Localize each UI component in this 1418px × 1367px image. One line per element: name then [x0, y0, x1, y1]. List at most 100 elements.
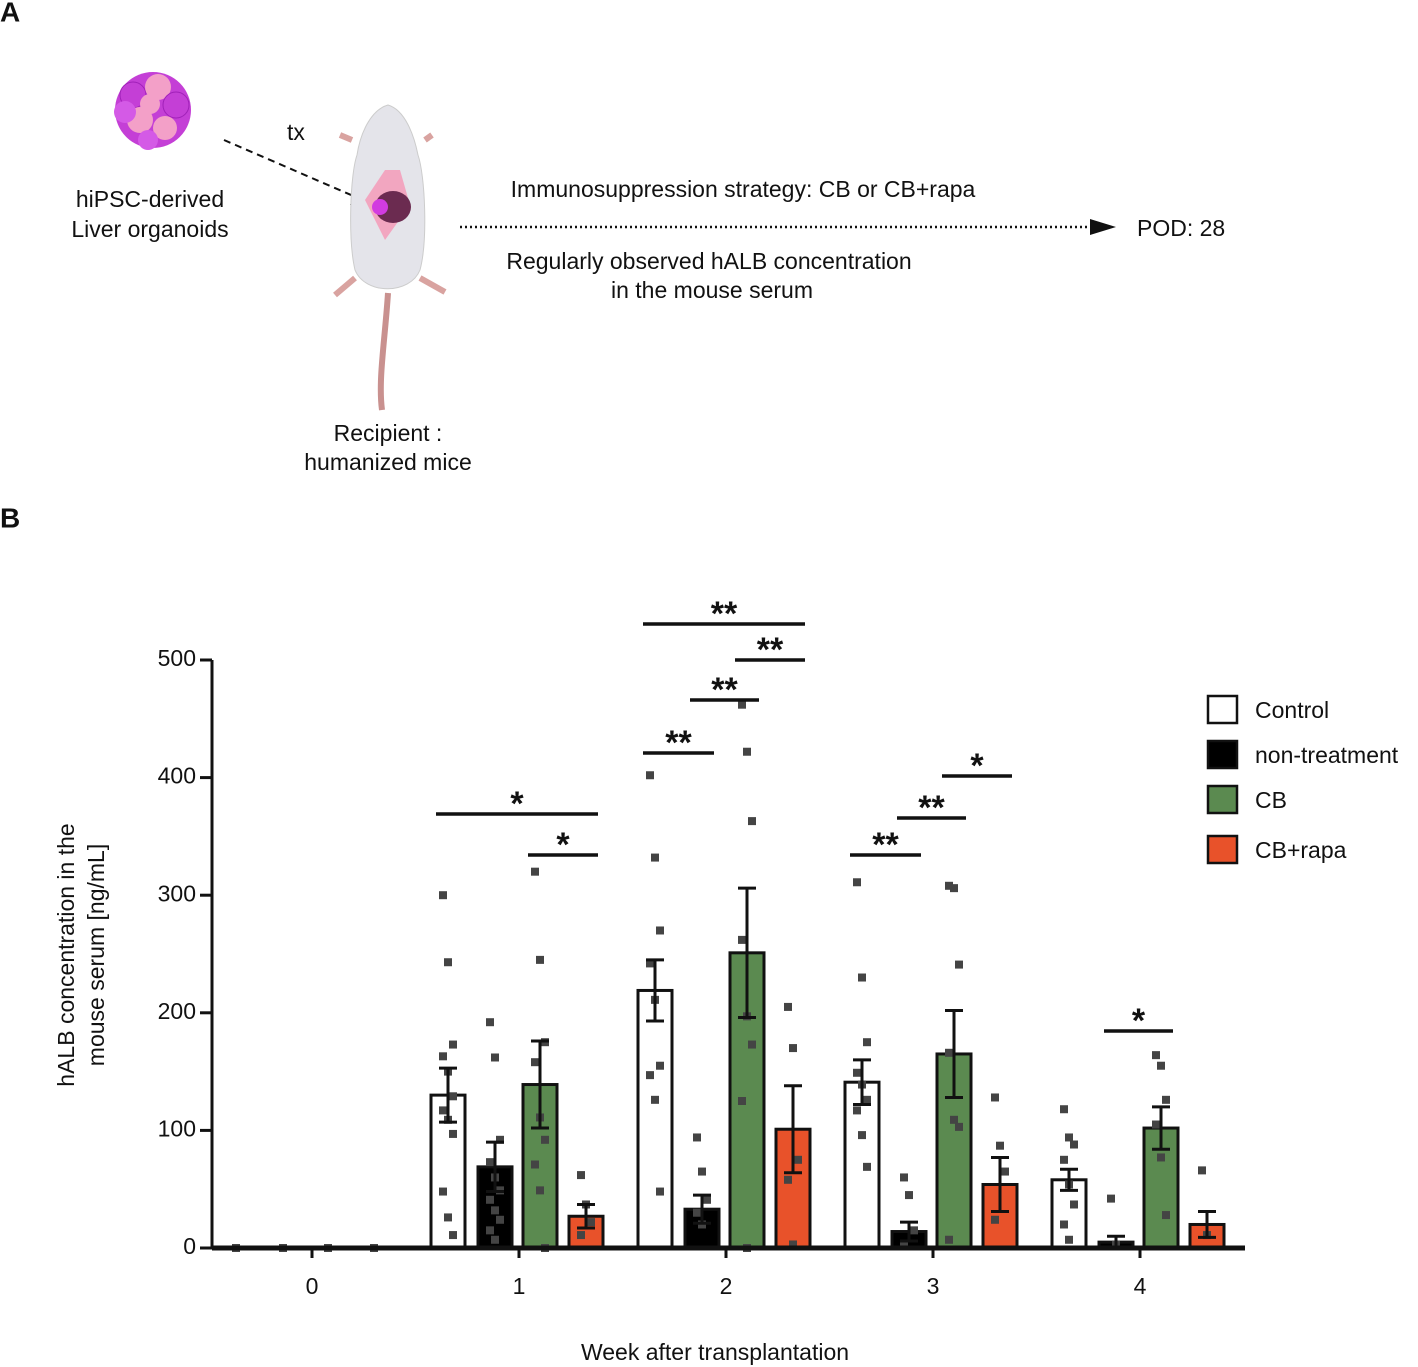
data-point — [698, 1167, 706, 1176]
significance-label: ** — [711, 595, 738, 633]
recipient-text: Recipient : — [334, 420, 443, 446]
tx-arrow — [223, 139, 359, 199]
data-point — [991, 1215, 999, 1224]
data-point — [536, 1186, 544, 1195]
data-point — [444, 1213, 452, 1222]
data-point — [449, 1092, 457, 1101]
data-point — [1065, 1133, 1073, 1142]
data-point — [853, 1068, 861, 1077]
data-point — [1157, 1153, 1165, 1162]
data-point — [738, 700, 746, 709]
error-bar — [945, 1008, 963, 1099]
data-point — [1001, 1167, 1009, 1176]
x-tick-label: 0 — [306, 1273, 319, 1299]
data-point — [738, 1097, 746, 1105]
data-point — [950, 884, 958, 893]
error-bar — [784, 1084, 802, 1175]
error-bar — [439, 1066, 457, 1124]
mouse-icon — [333, 104, 447, 411]
significance-label: ** — [872, 826, 899, 864]
data-point — [536, 955, 544, 964]
data-point — [703, 1195, 711, 1204]
x-tick-label: 3 — [927, 1273, 940, 1299]
data-point — [439, 891, 447, 900]
significance-label: * — [556, 826, 570, 864]
data-point — [656, 1061, 664, 1070]
data-point — [531, 1160, 539, 1169]
data-point — [905, 1191, 913, 1200]
organoid-label: hiPSC-derived — [76, 186, 224, 212]
data-point — [784, 1002, 792, 1011]
data-point — [531, 1058, 539, 1067]
y-tick-label: 200 — [158, 998, 196, 1024]
error-bar — [1198, 1210, 1216, 1239]
data-point — [496, 1135, 504, 1144]
data-point — [444, 958, 452, 967]
data-point — [1162, 1211, 1170, 1220]
observation-text: in the mouse serum — [611, 277, 813, 303]
error-bar — [900, 1220, 918, 1243]
data-point — [784, 1175, 792, 1184]
data-point — [541, 1135, 549, 1144]
y-tick-label: 0 — [183, 1233, 196, 1259]
legend-label: CB — [1255, 787, 1287, 813]
data-point — [1070, 1140, 1078, 1149]
data-point — [858, 973, 866, 982]
data-point — [945, 1235, 953, 1244]
x-tick-label: 4 — [1134, 1273, 1147, 1299]
error-bar — [646, 958, 664, 1023]
legend-label: Control — [1255, 697, 1329, 723]
data-point — [910, 1226, 918, 1235]
data-point — [496, 1215, 504, 1224]
data-point — [651, 853, 659, 862]
data-point — [646, 771, 654, 780]
data-point — [1107, 1194, 1115, 1203]
x-tick-label: 2 — [720, 1273, 733, 1299]
data-point — [577, 1231, 585, 1240]
significance-label: ** — [665, 724, 692, 762]
data-point — [1060, 1155, 1068, 1164]
data-point — [991, 1093, 999, 1102]
data-point — [577, 1171, 585, 1180]
data-point — [1198, 1166, 1206, 1175]
data-point — [863, 1095, 871, 1104]
error-bar — [853, 1058, 871, 1107]
data-point — [646, 1071, 654, 1080]
y-axis-label: hALB concentration in the — [53, 823, 79, 1086]
data-point — [486, 1158, 494, 1167]
data-point — [1065, 1235, 1073, 1244]
data-point — [656, 926, 664, 935]
data-point — [491, 1053, 499, 1062]
data-point — [1152, 1120, 1160, 1129]
data-point — [439, 1187, 447, 1196]
data-point — [858, 1131, 866, 1140]
bar — [636, 988, 674, 1250]
data-point — [950, 1115, 958, 1124]
data-point — [651, 1095, 659, 1104]
legend-swatch — [1206, 784, 1239, 815]
data-point — [449, 1040, 457, 1049]
x-axis-label: Week after transplantation — [581, 1339, 849, 1365]
data-point — [738, 935, 746, 944]
panel-label: A — [0, 0, 20, 27]
y-tick-label: 100 — [158, 1115, 196, 1141]
endpoint-text: POD: 28 — [1137, 215, 1225, 241]
significance-label: * — [510, 785, 524, 823]
arrow-head — [1090, 219, 1116, 235]
x-tick-label: 1 — [513, 1273, 526, 1299]
data-point — [1070, 1200, 1078, 1209]
data-point — [486, 1018, 494, 1027]
data-point — [486, 1195, 494, 1204]
data-point — [955, 1122, 963, 1131]
y-tick-label: 300 — [158, 880, 196, 906]
observation-text: Regularly observed hALB concentration — [506, 248, 911, 274]
significance-label: ** — [918, 789, 945, 827]
data-point — [531, 867, 539, 876]
data-point — [863, 1038, 871, 1047]
error-bar — [1060, 1167, 1078, 1192]
y-tick-label: 500 — [158, 645, 196, 671]
data-point — [853, 878, 861, 887]
panel-label: B — [0, 502, 20, 533]
y-axis-label: mouse serum [ng/mL] — [83, 844, 109, 1066]
data-point — [1162, 1095, 1170, 1104]
